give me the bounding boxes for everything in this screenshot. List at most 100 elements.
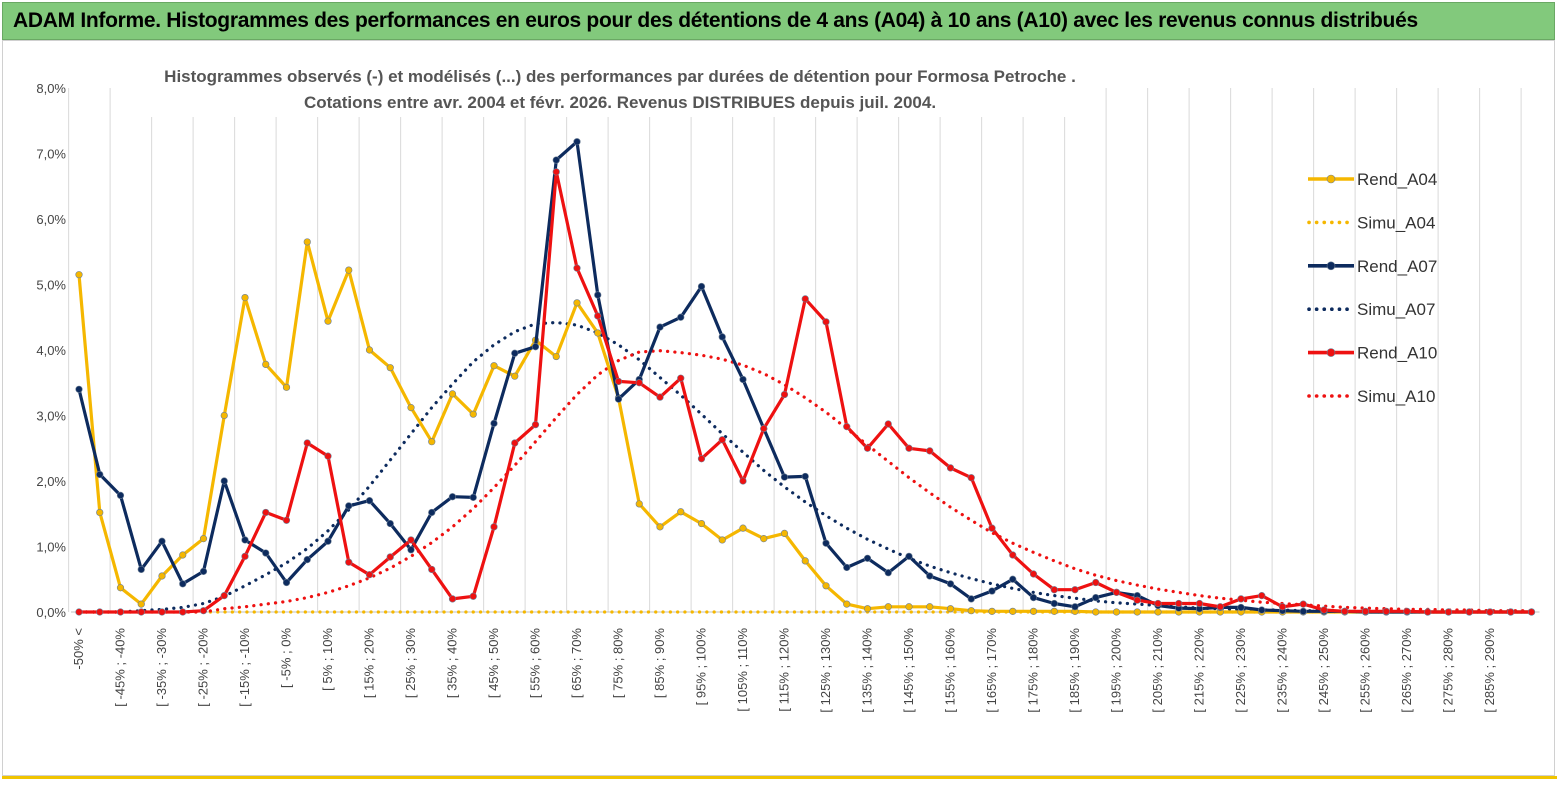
rend-a07-point [1258,606,1266,614]
simu-a07-legend-label: Simu_A07 [1357,300,1435,319]
rend-a04-point [303,238,311,246]
chart-title-line2: Cotations entre avr. 2004 et févr. 2026.… [304,93,936,112]
rend-a04-point [490,362,498,370]
rend-a10-point [1216,603,1224,611]
rend-a10-point [490,523,498,531]
x-tick-label: [ 125% ; 130% [818,628,833,713]
x-tick-label: [ 105% ; 110% [735,628,750,712]
rend-a04-point [282,383,291,391]
rend-a10-point [324,452,332,460]
rend-a04-point [116,584,125,592]
x-tick-label: [ 265% ; 270% [1399,628,1414,713]
rend-a04-point [822,582,830,590]
rend-a04-point [1112,608,1121,616]
rend-a10-point [220,592,228,600]
rend-a10-point [511,439,519,447]
x-tick-label: [ 25% ; 30% [403,628,418,699]
rend-a07-point [822,539,830,547]
rend-a04-point [158,572,166,580]
x-tick-label: [ 225% ; 230% [1233,628,1248,713]
rend-a04-point [905,603,913,611]
rend-a10-point [428,565,436,574]
rend-a07-point [1029,593,1038,602]
rend-a07-legend-marker [1326,261,1336,271]
rend-a10-point [1382,607,1390,615]
rend-a04-point [780,529,789,538]
rend-a10-point [697,455,706,463]
rend-a10-point [926,447,934,455]
rend-a10-point [96,608,104,616]
chart-title-background [150,62,1096,117]
rend-a04-point [1133,608,1141,616]
rend-a10-point [656,393,664,401]
rend-a07-point [220,477,228,485]
x-tick-label: [ -35% ; -30% [154,628,169,707]
rend-a10-point [1486,608,1494,616]
rend-a04-point [241,294,249,302]
rend-a10-point [1444,608,1453,616]
rend-a04-point [697,519,706,528]
rend-a04-point [1050,607,1058,615]
rend-a07-point [262,549,270,557]
axis-layer: 0,0% 1,0% 2,0% 3,0% 4,0% 5,0% 6,0% 7,0% 8,0% -50%… [36,81,1540,713]
rend-a10-point [552,168,560,176]
rend-a04-point [428,438,436,446]
rend-a07-point [946,580,955,588]
legend: Rend_A04 Simu_A04 Rend_A07 Simu_A07 Rend_A10… [1307,170,1437,406]
rend-a04-point [1009,607,1017,615]
rend-a10-point [967,474,975,482]
rend-a10-point [1465,608,1473,616]
rend-a07-point [697,282,706,291]
rend-a07-point [386,519,394,528]
rend-a10-point [1278,603,1287,611]
rend-a10-point [677,374,685,382]
rend-a07-point [843,563,851,572]
y-tick-label: 2,0% [36,474,66,489]
rend-a04-point [511,372,519,380]
rend-a04-point [469,410,477,418]
rend-a10-point [1258,592,1266,600]
x-tick-label: [ -5% ; 0% [279,628,294,688]
rend-a10-point [282,516,291,524]
y-tick-label: 5,0% [36,278,66,293]
rend-a07-point [905,552,913,560]
rend-a10-point [1195,599,1204,608]
rend-a04-point [926,603,934,611]
rend-a10-point [739,477,747,485]
rend-a04-point [967,607,975,615]
rend-a10-point [179,608,187,616]
rend-a10-point [199,607,208,615]
rend-a10-point [1507,608,1515,616]
x-tick-label: [ -25% ; -20% [196,628,211,707]
rend-a04-point [573,299,581,307]
rend-a07-legend-label: Rend_A07 [1357,257,1437,276]
rend-a07-point [573,138,581,146]
rend-a07-point [345,502,353,510]
rend-a10-legend-marker [1326,348,1336,357]
rend-a07-point [490,419,498,427]
rend-a07-point [241,536,249,544]
rend-a04-point [884,603,892,611]
x-tick-label: [ 65% ; 70% [569,628,584,699]
rend-a07-point [469,493,477,501]
rend-a07-point [96,470,104,479]
rend-a04-legend-label: Rend_A04 [1357,170,1437,189]
rend-a10-point [718,436,726,444]
rend-a04-point [220,411,228,420]
rend-a10-point [116,608,125,616]
rend-a10-point [635,379,643,387]
rend-a10-point [594,312,602,320]
rend-a07-point [303,555,311,564]
x-tick-label: [ 35% ; 40% [445,628,460,699]
y-tick-label: 3,0% [36,409,66,424]
rend-a04-point [96,508,104,517]
rend-a04-legend-marker [1326,174,1336,184]
x-tick-label: [ 245% ; 250% [1316,628,1331,713]
x-tick-label: [ 175% ; 180% [1026,628,1041,713]
x-tick-label: [ 195% ; 200% [1109,628,1124,713]
rend-a04-point [1092,608,1100,616]
x-tick-label: [ 15% ; 20% [362,628,377,699]
rend-a07-point [1050,599,1058,608]
rend-a10-point [863,444,872,452]
